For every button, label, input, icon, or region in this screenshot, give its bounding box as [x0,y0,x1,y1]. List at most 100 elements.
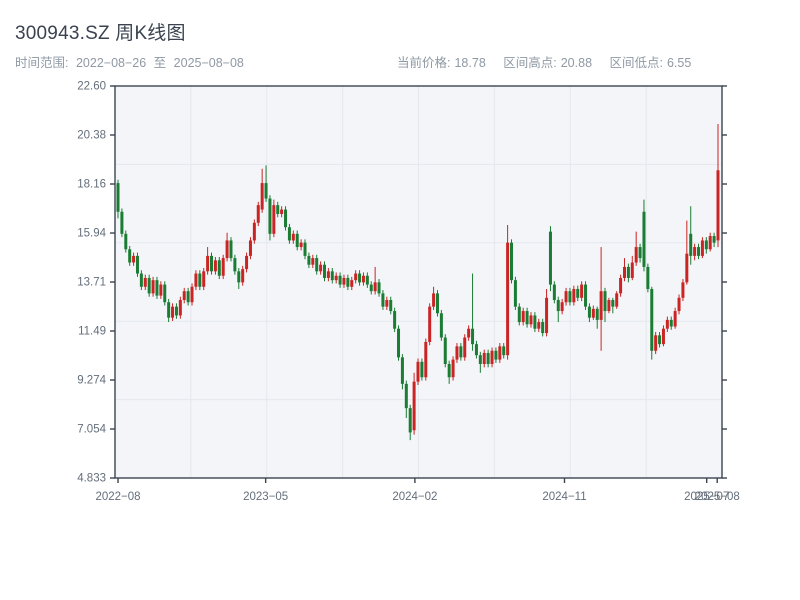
candle-body [389,300,393,312]
candle-body [681,282,685,298]
candle-body [354,273,358,281]
candle-body [280,209,284,214]
candle-body [147,277,151,294]
candle-body [167,302,171,318]
candle-body [650,288,654,351]
candle-body [451,359,455,378]
candle-body [568,291,572,303]
x-tick-label: 2025−07 [684,491,729,503]
candle-body [248,240,252,256]
candle-body [564,291,568,303]
x-tick-label: 2023−05 [243,491,288,503]
candle-body [202,271,206,287]
candle-body [712,236,716,243]
candle-body [603,291,607,312]
candle-body [506,242,510,356]
x-tick-label: 2024−02 [392,491,437,503]
candle-body [186,291,190,303]
candle-body [471,328,475,345]
candle-body [326,271,330,278]
candle-body [206,255,210,272]
candle-body [213,260,217,272]
candle-body [260,183,264,210]
candle-body [124,233,128,250]
candle-body [630,262,634,278]
candle-body [245,255,249,270]
grid-lines [115,86,722,478]
candle-body [319,264,323,272]
stat-current-price: 当前价格: 18.78 [397,56,489,70]
stat-range-low-value: 6.55 [666,56,692,70]
candle-body [358,273,362,283]
candle-body [330,271,334,281]
candle-body [365,275,369,285]
candle-body [622,266,626,278]
candle-body [432,293,436,307]
candle-body [498,346,502,360]
candle-body [143,277,147,287]
stat-range-high-label: 区间高点: [503,56,557,70]
candle-body [171,306,175,318]
candle-body [350,280,354,287]
candle-body [241,269,245,283]
stat-current-price-value: 18.78 [454,56,486,70]
price-stats: 当前价格: 18.78 区间高点: 20.88 区间低点: 6.55 [397,52,705,71]
candle-body [132,255,136,263]
candle-body [478,355,482,364]
candle-body [303,242,307,256]
candle-body [599,291,603,320]
candle-body [428,306,432,342]
stat-range-low-label: 区间低点: [609,56,663,70]
candle-body [237,271,241,283]
candle-body [525,311,529,325]
candle-body [716,170,720,241]
candle-body [634,247,638,263]
candle-body [190,286,194,303]
candle-body [311,258,315,265]
candle-body [580,284,584,298]
candle-body [697,247,701,256]
y-tick-label: 18.16 [77,179,106,191]
candle-body [412,381,416,431]
stat-range-high: 区间高点: 20.88 [503,56,595,70]
candle-body [291,233,295,241]
time-range-from: 2022−08−26 [75,56,147,70]
candle-body [572,288,576,303]
candle-body [276,205,280,214]
candle-body [174,306,178,316]
candle-body [541,322,545,334]
candle-body [548,231,552,285]
candle-body [229,240,233,259]
candle-body [268,198,272,234]
candle-body [517,306,521,323]
candle-body [151,280,155,294]
candle-body [560,302,564,312]
candle-body [315,258,319,272]
candle-body [646,266,650,289]
candle-body [420,361,424,378]
candle-body [252,222,256,241]
candle-body [369,284,373,292]
x-axis: 2022−08 2023−05 2024−02 2024−11 2025−072025−… [95,478,740,503]
y-tick-label: 20.38 [77,130,106,142]
candle-body [264,183,268,199]
candle-body [120,211,124,234]
x-tick-label: 2025−08 [695,491,740,503]
candle-body [708,236,712,250]
candle-body [595,308,599,320]
y-tick-label: 9.274 [77,375,106,387]
candle-body [502,346,506,356]
time-range-to: 2025−08−08 [173,56,244,70]
candle-body [537,322,541,329]
candle-body [217,260,221,276]
candle-body [435,293,439,314]
y-tick-label: 13.71 [77,277,106,289]
candle-body [642,211,646,267]
time-range: 时间范围: 2022−08−26 至 2025−08−08 [15,52,248,71]
candle-body [700,240,704,256]
candle-body [194,273,198,287]
page-title: 300943.SZ 周K线图 [15,23,186,44]
candle-body [463,337,467,358]
